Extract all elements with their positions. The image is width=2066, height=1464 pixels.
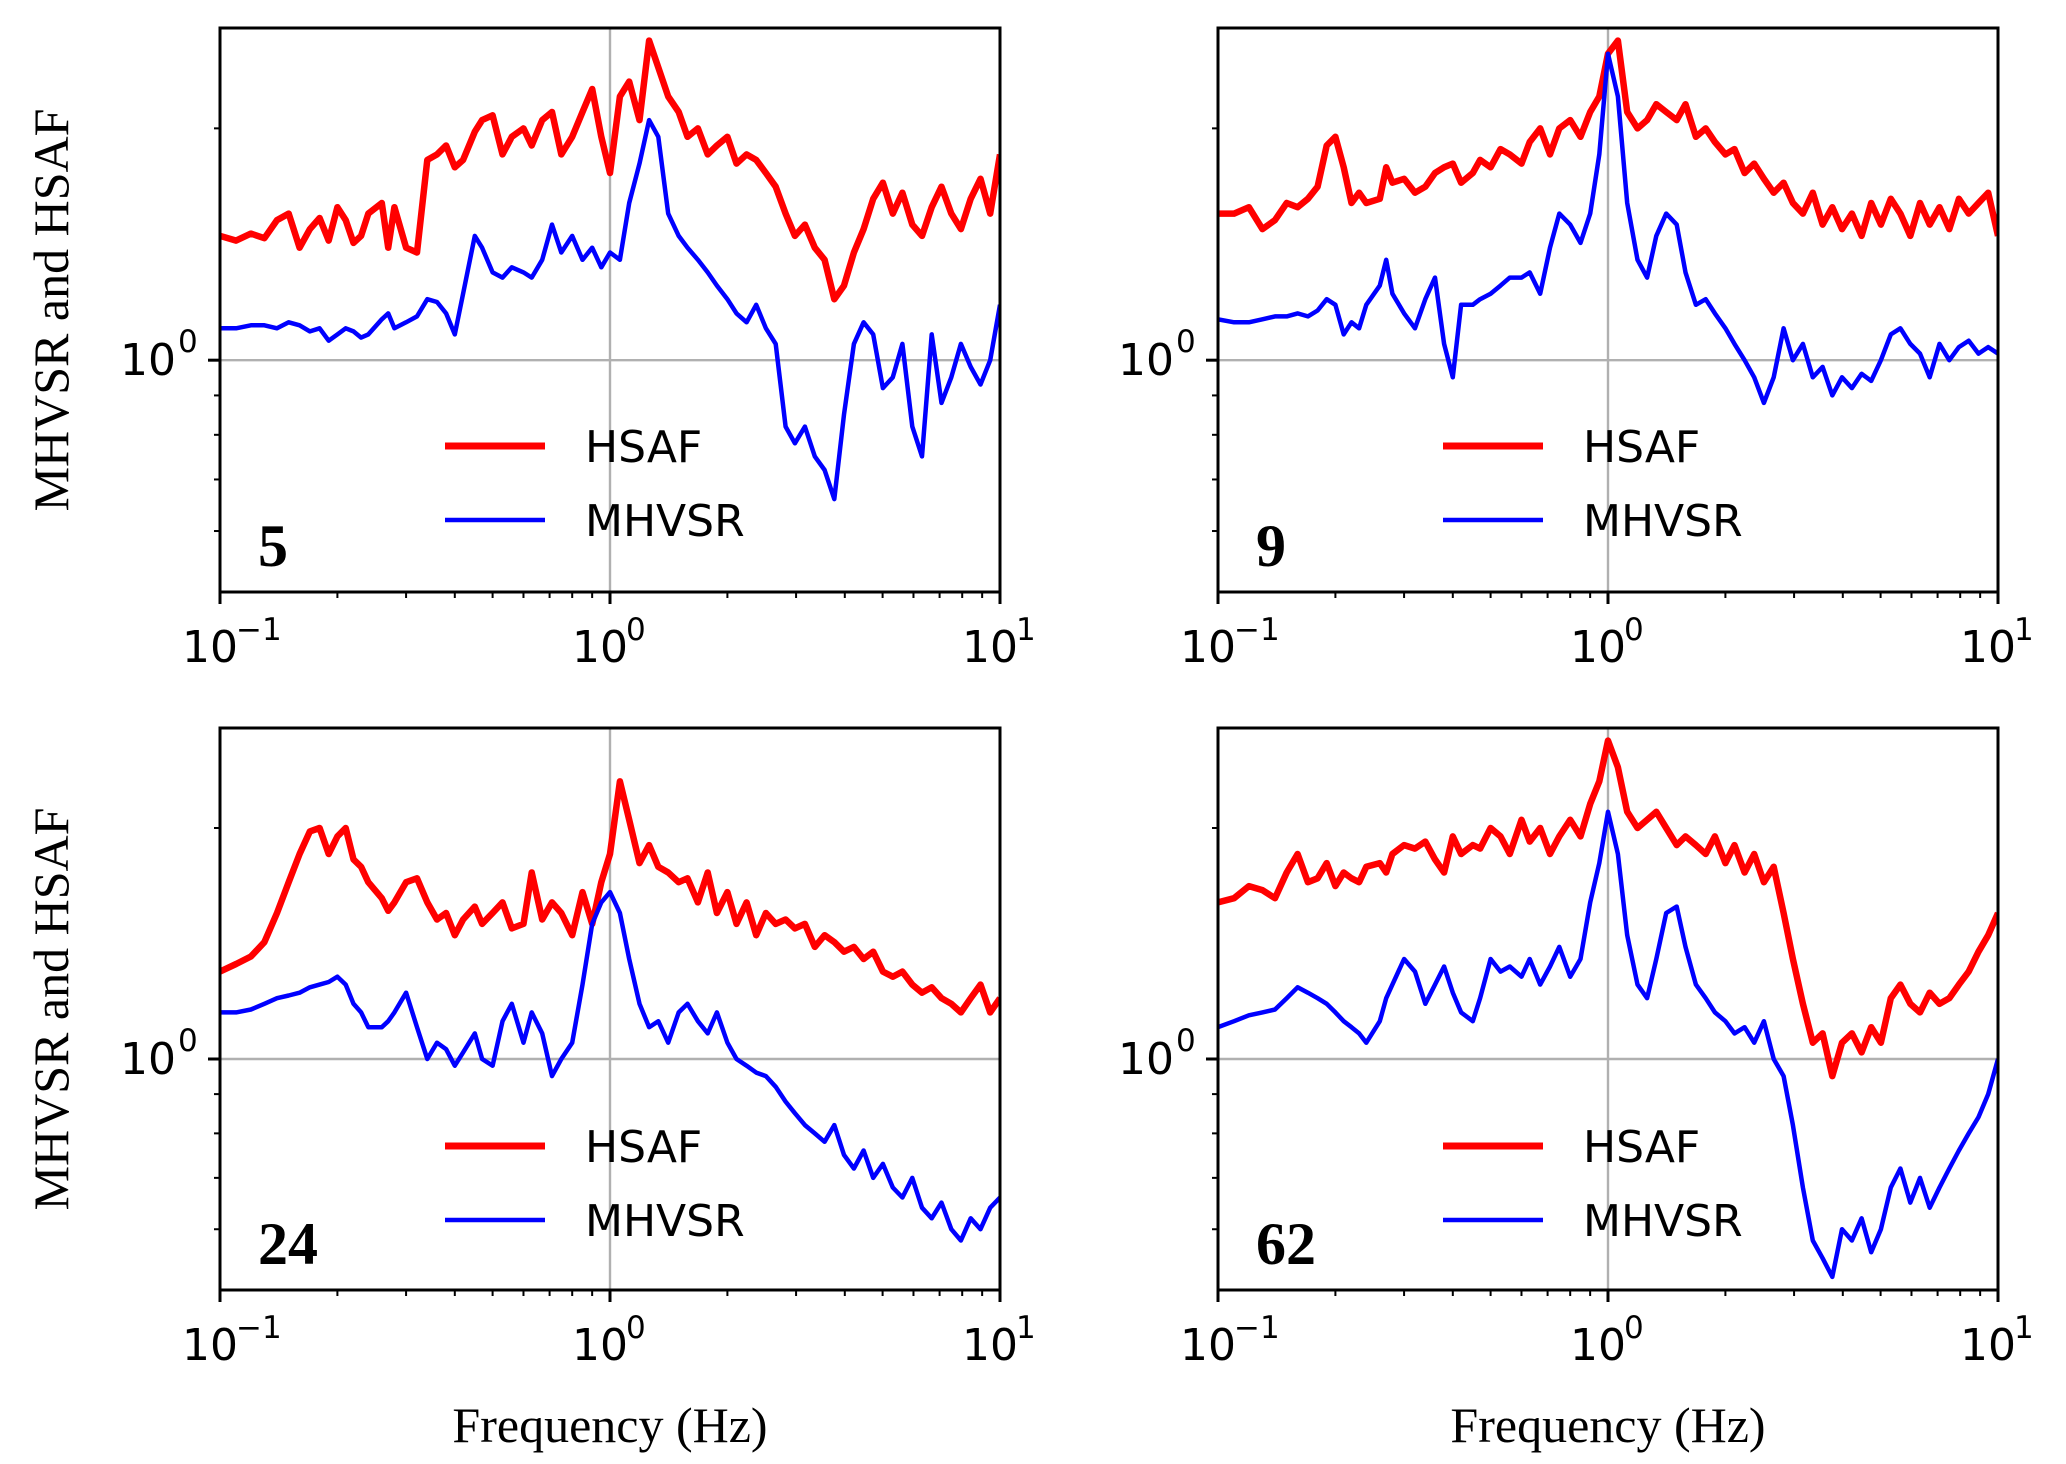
- x-axis-title: Frequency (Hz): [452, 1397, 767, 1453]
- x-tick-label: 10: [572, 1320, 628, 1371]
- x-tick-label: 10: [1570, 622, 1626, 673]
- y-tick-label: 10: [120, 1034, 176, 1085]
- y-axis-title: MHVSR and HSAF: [23, 808, 79, 1211]
- x-tick-label: 10: [962, 1320, 1018, 1371]
- legend-label-hsaf: HSAF: [1583, 1122, 1700, 1173]
- x-tick-label: 10: [572, 622, 628, 673]
- legend-label-mhvsr: MHVSR: [585, 496, 745, 547]
- legend: HSAF MHVSR: [1443, 1122, 1743, 1247]
- legend-label-hsaf: HSAF: [585, 1122, 702, 1173]
- legend-label-mhvsr: MHVSR: [1583, 1196, 1743, 1247]
- x-tick-label: 10: [962, 622, 1018, 673]
- x-tick-exponent: 0: [626, 1310, 646, 1346]
- panel-label: 9: [1256, 513, 1286, 579]
- panel-label: 62: [1256, 1211, 1316, 1277]
- y-tick-label: 10: [1118, 335, 1174, 386]
- series-group: [1218, 37, 1998, 406]
- x-tick-exponent: 1: [2014, 612, 2034, 648]
- x-tick-label: 10: [1960, 622, 2016, 673]
- x-tick-exponent: 0: [626, 612, 646, 648]
- legend: HSAF MHVSR: [445, 422, 745, 547]
- panel-label: 5: [258, 513, 288, 579]
- x-tick-label: 10: [182, 622, 238, 673]
- y-tick-exponent: 0: [1176, 1023, 1196, 1059]
- x-tick-label: 10: [182, 1320, 238, 1371]
- panel-label: 24: [258, 1211, 318, 1277]
- series-line-mhvsr: [220, 117, 1000, 502]
- grid: [220, 728, 1000, 1290]
- x-tick-label: 10: [1180, 622, 1236, 673]
- legend-label-mhvsr: MHVSR: [1583, 496, 1743, 547]
- series-line-hsaf: [220, 778, 1000, 1016]
- series-line-hsaf: [1218, 37, 1998, 240]
- y-tick-label: 10: [1118, 1034, 1174, 1085]
- y-tick-exponent: 0: [178, 1023, 198, 1059]
- x-tick-exponent: 0: [1624, 1310, 1644, 1346]
- legend: HSAF MHVSR: [445, 1122, 745, 1247]
- series-group: [220, 778, 1000, 1243]
- x-tick-exponent: 0: [1624, 612, 1644, 648]
- x-tick-exponent: 1: [2014, 1310, 2034, 1346]
- legend-label-mhvsr: MHVSR: [585, 1196, 745, 1247]
- x-tick-label: 10: [1570, 1320, 1626, 1371]
- series-line-hsaf: [1218, 737, 1998, 1080]
- x-tick-exponent: −1: [236, 612, 282, 648]
- x-tick-exponent: −1: [236, 1310, 282, 1346]
- series-line-mhvsr: [220, 889, 1000, 1243]
- series-line-mhvsr: [1218, 51, 1998, 406]
- x-tick-label: 10: [1180, 1320, 1236, 1371]
- y-axis-title: MHVSR and HSAF: [23, 109, 79, 512]
- series-line-hsaf: [220, 37, 1000, 303]
- legend-label-hsaf: HSAF: [585, 422, 702, 473]
- series-group: [220, 37, 1000, 502]
- x-tick-exponent: −1: [1234, 612, 1280, 648]
- x-tick-exponent: −1: [1234, 1310, 1280, 1346]
- y-tick-exponent: 0: [178, 324, 198, 360]
- x-tick-exponent: 1: [1016, 612, 1036, 648]
- x-tick-exponent: 1: [1016, 1310, 1036, 1346]
- series-line-mhvsr: [1218, 809, 1998, 1280]
- x-tick-label: 10: [1960, 1320, 2016, 1371]
- y-tick-exponent: 0: [1176, 324, 1196, 360]
- y-tick-label: 10: [120, 335, 176, 386]
- legend: HSAF MHVSR: [1443, 422, 1743, 547]
- grid: [1218, 28, 1998, 592]
- x-axis-title: Frequency (Hz): [1450, 1397, 1765, 1453]
- legend-label-hsaf: HSAF: [1583, 422, 1700, 473]
- series-group: [1218, 737, 1998, 1280]
- grid: [220, 28, 1000, 592]
